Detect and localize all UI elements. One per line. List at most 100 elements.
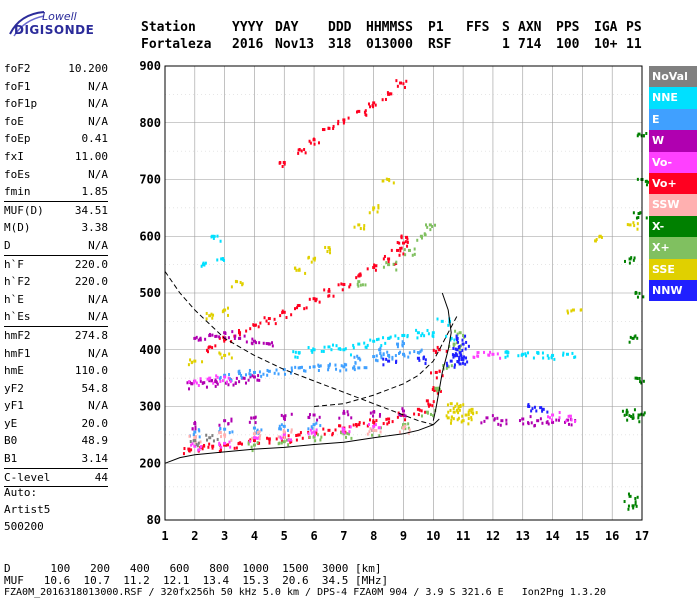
param-separator (4, 200, 108, 202)
data-point-pixel (445, 334, 448, 338)
series-e (188, 340, 425, 439)
data-point-pixel (452, 407, 455, 411)
data-point-pixel (315, 431, 318, 435)
data-point-pixel (408, 351, 411, 355)
data-point-pixel (415, 328, 418, 332)
data-point-pixel (429, 412, 432, 416)
legend-item: W (649, 130, 697, 152)
lowell-digisonde-logo: Lowell DIGISONDE (6, 8, 130, 40)
data-point-pixel (251, 449, 254, 453)
data-point-pixel (627, 492, 630, 496)
data-point-pixel (636, 177, 639, 181)
legend-item: Vo+ (649, 172, 697, 195)
data-point-pixel (232, 383, 235, 387)
data-point-pixel (267, 342, 270, 346)
param-value: 220.0 (74, 275, 108, 289)
data-point-pixel (557, 418, 560, 422)
data-point-pixel (295, 268, 298, 272)
data-point-pixel (625, 412, 628, 416)
data-point-pixel (413, 247, 416, 251)
header-label-station: Station (141, 20, 196, 35)
data-point (416, 356, 420, 360)
data-point-pixel (213, 234, 216, 238)
data-point-pixel (258, 341, 261, 345)
data-point-pixel (251, 436, 254, 440)
data-point-pixel (382, 422, 385, 426)
data-point-pixel (453, 363, 456, 367)
data-point (449, 359, 453, 363)
data-point-pixel (547, 356, 550, 360)
data-point-pixel (307, 415, 310, 419)
data-point-pixel (457, 360, 460, 364)
data-point-pixel (567, 311, 570, 315)
data-point-pixel (432, 331, 435, 335)
data-point-pixel (379, 426, 382, 430)
data-point-pixel (366, 267, 369, 271)
data-point-pixel (385, 261, 388, 265)
data-point-pixel (423, 232, 426, 236)
data-point-pixel (550, 355, 553, 359)
data-point-pixel (308, 365, 311, 369)
profile-curve (314, 315, 458, 407)
param-value: 11.00 (74, 149, 108, 163)
param-key: foF1 (4, 79, 31, 93)
data-point-pixel (282, 428, 285, 432)
data-point (404, 235, 408, 239)
data-point-pixel (472, 412, 475, 416)
data-point-pixel (467, 413, 470, 417)
data-point-pixel (362, 227, 365, 231)
data-point-pixel (296, 304, 299, 308)
data-point-pixel (637, 416, 640, 420)
data-point-pixel (382, 363, 385, 367)
data-point (193, 439, 197, 443)
data-point (631, 504, 635, 508)
data-point-pixel (431, 404, 434, 408)
data-point (252, 370, 256, 374)
data-point-pixel (208, 442, 211, 446)
param-key: yF1 (4, 399, 24, 413)
data-point-pixel (300, 365, 303, 369)
param-key: C-level (4, 470, 51, 484)
data-point (372, 339, 376, 343)
data-point-pixel (194, 435, 197, 439)
data-point-pixel (273, 317, 276, 321)
data-point-pixel (226, 380, 229, 384)
logo-digisonde-text: DIGISONDE (14, 23, 95, 37)
param-value: N/A (88, 114, 108, 128)
data-point (634, 376, 638, 380)
data-point-pixel (190, 448, 193, 452)
data-point-pixel (313, 142, 316, 146)
data-point (637, 413, 641, 417)
param-value: 3.14 (81, 452, 109, 466)
data-point-pixel (358, 274, 361, 278)
data-point-pixel (295, 438, 298, 442)
data-point-pixel (322, 349, 325, 353)
auto-line: Auto: (4, 486, 38, 499)
data-point-pixel (394, 334, 397, 338)
data-point-pixel (506, 350, 509, 354)
data-point-pixel (506, 354, 509, 358)
data-point-pixel (460, 420, 463, 424)
data-point-pixel (445, 366, 448, 370)
y-tick-label: 400 (139, 343, 161, 357)
data-point-pixel (403, 354, 406, 358)
data-point (312, 297, 316, 301)
data-point-pixel (230, 417, 233, 421)
data-point-pixel (195, 335, 198, 339)
series-w (186, 330, 577, 431)
data-point-pixel (240, 376, 243, 380)
data-point-pixel (190, 381, 193, 385)
header-label-yyyy: YYYY (232, 20, 264, 35)
data-point-pixel (268, 438, 271, 442)
x-tick-label: 11 (456, 529, 470, 543)
data-point-pixel (328, 287, 331, 291)
data-point-pixel (188, 449, 191, 453)
param-value: N/A (88, 310, 108, 324)
data-point-pixel (278, 427, 281, 431)
data-point-pixel (214, 344, 217, 348)
data-point-pixel (407, 431, 410, 435)
data-point-pixel (334, 363, 337, 367)
data-point-pixel (328, 294, 331, 298)
data-point-pixel (364, 283, 367, 287)
data-point-pixel (355, 423, 358, 427)
